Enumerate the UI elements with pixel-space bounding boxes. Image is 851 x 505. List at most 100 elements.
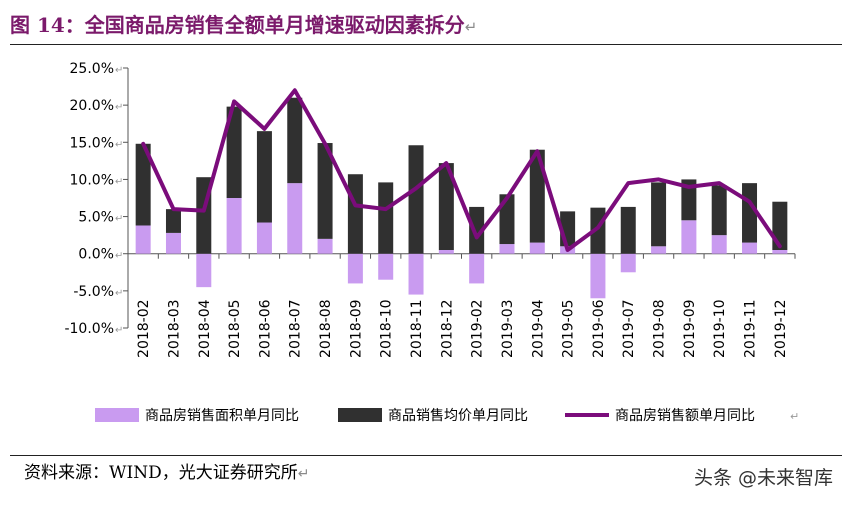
x-tick-label: 2019-07 bbox=[621, 299, 637, 358]
bar-price-2018-08 bbox=[317, 143, 333, 239]
bar-area-2018-03 bbox=[165, 232, 181, 254]
y-tick-label: 20.0% bbox=[70, 98, 114, 114]
bar-area-2019-03 bbox=[499, 244, 515, 254]
bar-area-2018-12 bbox=[438, 250, 454, 254]
bar-price-2018-05 bbox=[226, 106, 242, 198]
y-tick-label: -5.0% bbox=[73, 284, 114, 300]
legend-swatch-0 bbox=[95, 408, 139, 422]
bar-area-2018-05 bbox=[226, 198, 242, 254]
x-tick-label: 2019-04 bbox=[530, 299, 546, 358]
bar-area-2019-08 bbox=[651, 246, 667, 254]
figure-title-text: 全国商品房销售全额单月增速驱动因素拆分 bbox=[84, 13, 465, 37]
source-text: 资料来源：WIND，光大证券研究所 bbox=[24, 463, 298, 483]
bar-price-2019-03 bbox=[499, 194, 515, 245]
x-tick-label: 2019-11 bbox=[743, 299, 759, 358]
bottom-rule bbox=[10, 455, 842, 456]
x-tick-label: 2018-10 bbox=[379, 299, 395, 358]
bar-area-2019-09 bbox=[681, 220, 697, 254]
bar-price-2018-12 bbox=[438, 163, 454, 250]
bar-area-2018-06 bbox=[256, 222, 272, 254]
y-tick-label: 5.0% bbox=[78, 210, 114, 226]
bar-price-2019-12 bbox=[772, 201, 788, 250]
x-tick-label: 2019-06 bbox=[591, 299, 607, 358]
y-tick-labels: 25.0% ↵20.0% ↵15.0% ↵10.0% ↵5.0% ↵0.0% ↵-5.0% ↵… bbox=[64, 61, 123, 337]
top-rule bbox=[10, 44, 842, 45]
bar-area-2018-04 bbox=[196, 253, 212, 288]
return-mark-icon: ↵ bbox=[115, 102, 123, 113]
bar-price-2019-10 bbox=[711, 185, 727, 236]
y-tick-label: 25.0% bbox=[70, 61, 114, 77]
x-tick-label: 2018-02 bbox=[136, 299, 152, 358]
legend-swatch-1 bbox=[338, 408, 382, 422]
bar-area-2018-09 bbox=[347, 253, 363, 284]
figure-title: 图 14：全国商品房销售全额单月增速驱动因素拆分↵ bbox=[10, 8, 840, 42]
x-tick-label: 2018-09 bbox=[348, 299, 364, 358]
x-tick-labels: 2018-02 2018-03 2018-04 2018-05 2018-06 2018-… bbox=[136, 299, 789, 358]
bar-price-2019-08 bbox=[651, 182, 667, 247]
line-sales-amount bbox=[141, 88, 782, 252]
return-mark-icon: ↵ bbox=[115, 251, 123, 262]
x-tick-label: 2019-02 bbox=[470, 299, 486, 358]
x-tick-label: 2019-09 bbox=[682, 299, 698, 358]
return-mark-icon: ↵ bbox=[115, 176, 123, 187]
legend-label-2: 商品房销售额单月同比 bbox=[615, 408, 755, 424]
x-tick-label: 2018-05 bbox=[227, 299, 243, 358]
bar-price-2019-02 bbox=[469, 206, 485, 254]
bar-price-2019-04 bbox=[529, 149, 545, 243]
y-tick-label: 15.0% bbox=[70, 135, 114, 151]
return-mark-icon: ↵ bbox=[115, 139, 123, 150]
bar-price-2018-07 bbox=[287, 97, 303, 184]
legend-label-0: 商品房销售面积单月同比 bbox=[145, 408, 299, 424]
bar-price-2018-02 bbox=[135, 143, 151, 226]
bar-area-2018-11 bbox=[408, 253, 424, 295]
x-tick-label: 2018-03 bbox=[166, 299, 182, 358]
x-tick-label: 2019-10 bbox=[712, 299, 728, 358]
chart-bars bbox=[135, 97, 788, 299]
bar-area-2019-06 bbox=[590, 253, 606, 299]
x-tick-label: 2018-12 bbox=[439, 299, 455, 358]
bar-area-2019-11 bbox=[742, 242, 758, 254]
x-tick-label: 2018-04 bbox=[197, 299, 213, 358]
y-tick-label: -10.0% bbox=[64, 321, 114, 337]
bar-area-2018-07 bbox=[287, 183, 303, 254]
bar-area-2019-07 bbox=[620, 253, 636, 273]
bar-price-2018-06 bbox=[256, 131, 272, 223]
x-tick-label: 2019-03 bbox=[500, 299, 516, 358]
return-mark-icon: ↵ bbox=[790, 410, 799, 423]
x-tick-label: 2018-11 bbox=[409, 299, 425, 358]
x-tick-label: 2019-12 bbox=[773, 299, 789, 358]
bar-area-2019-02 bbox=[469, 253, 485, 284]
x-tick-label: 2018-06 bbox=[257, 299, 273, 358]
return-mark-icon: ↵ bbox=[115, 325, 123, 336]
legend-label-1: 商品销售均价单月同比 bbox=[388, 408, 528, 424]
chart-legend: 商品房销售面积单月同比 商品销售均价单月同比 商品房销售额单月同比 ↵ bbox=[95, 408, 799, 424]
x-tick-label: 2019-05 bbox=[561, 299, 577, 358]
y-tick-label: 0.0% bbox=[78, 247, 114, 263]
x-tick-label: 2018-08 bbox=[318, 299, 334, 358]
bar-price-2018-09 bbox=[347, 174, 363, 254]
bar-area-2019-04 bbox=[529, 242, 545, 254]
return-mark-icon: ↵ bbox=[115, 288, 123, 299]
bar-price-2018-03 bbox=[165, 209, 181, 233]
source-note: 资料来源：WIND，光大证券研究所↵ bbox=[24, 458, 309, 488]
bar-price-2019-07 bbox=[620, 206, 636, 254]
return-mark-icon: ↵ bbox=[115, 214, 123, 225]
watermark: 头条 @未来智库 bbox=[693, 467, 833, 489]
bar-area-2018-02 bbox=[135, 225, 151, 254]
return-mark-icon: ↵ bbox=[297, 466, 310, 482]
y-tick-label: 10.0% bbox=[70, 172, 114, 188]
return-mark-icon: ↵ bbox=[115, 65, 123, 76]
chart-line bbox=[141, 88, 782, 252]
chart-area: 2018-02 2018-03 2018-04 2018-05 2018-06 2018-… bbox=[64, 61, 799, 424]
return-mark-icon: ↵ bbox=[464, 18, 478, 36]
bar-price-2019-09 bbox=[681, 179, 697, 221]
bar-price-2018-11 bbox=[408, 145, 424, 254]
x-tick-label: 2019-08 bbox=[652, 299, 668, 358]
bar-price-2018-10 bbox=[378, 182, 394, 254]
x-tick-label: 2018-07 bbox=[288, 299, 304, 358]
bar-area-2019-12 bbox=[772, 250, 788, 254]
bar-area-2019-10 bbox=[711, 235, 727, 254]
bar-area-2018-08 bbox=[317, 238, 333, 254]
bar-area-2018-10 bbox=[378, 253, 394, 280]
figure-title-prefix: 图 14： bbox=[10, 13, 85, 37]
